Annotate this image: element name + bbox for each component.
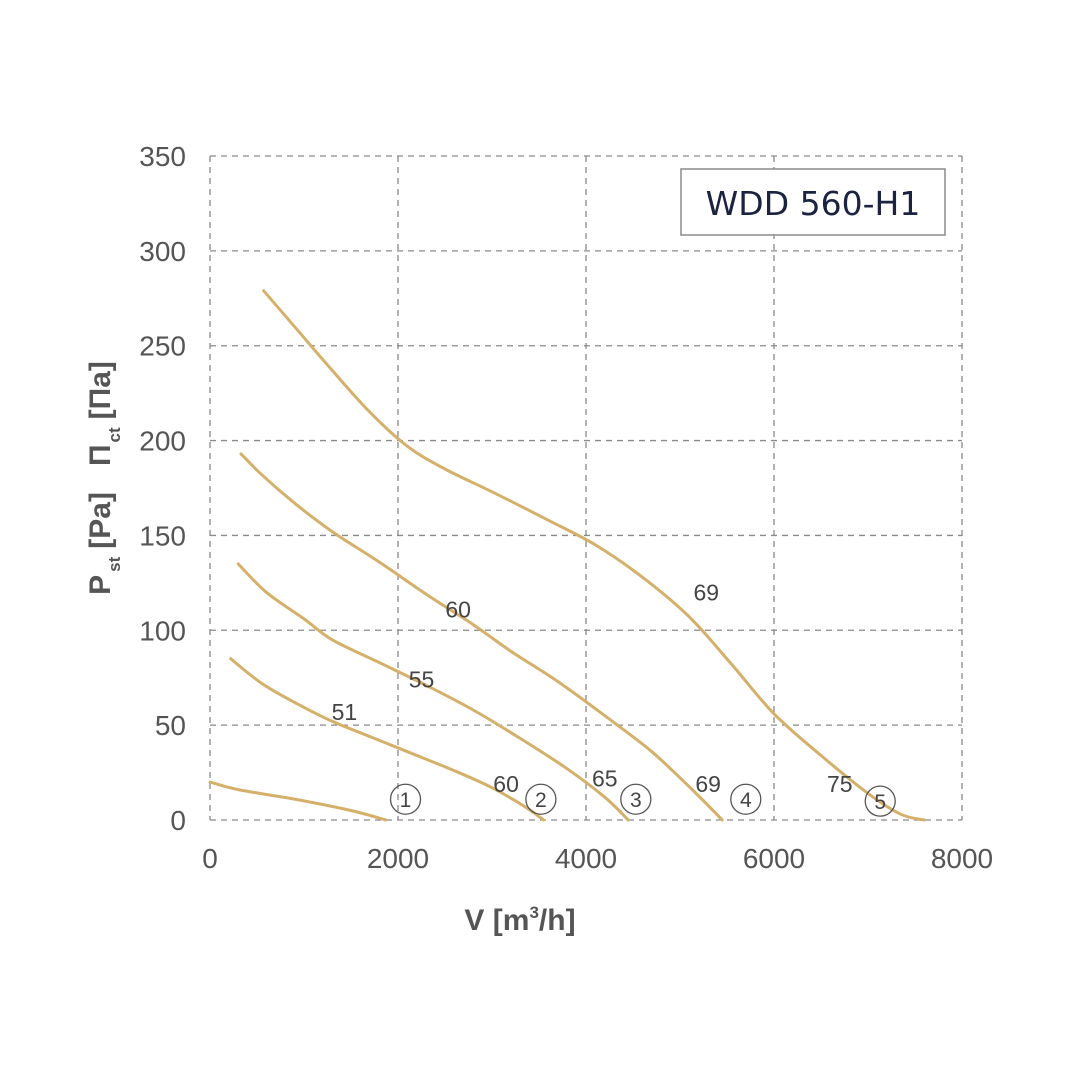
y-tick-label: 100	[139, 615, 186, 646]
title-box-frame	[680, 168, 946, 236]
chart-title-box: WDD 560-H1	[680, 168, 946, 236]
y-tick-label: 300	[139, 236, 186, 267]
marker-number: 5	[874, 791, 886, 814]
curve-label: 69	[694, 579, 720, 605]
curve-label: 65	[592, 765, 618, 791]
x-axis-title-sup: 3	[529, 903, 538, 922]
curve-labels: 51 55 60 69 60 65 69 75	[332, 579, 853, 797]
y-axis-title-pi-sub: ct	[105, 427, 124, 442]
y-tick-label: 150	[139, 520, 186, 551]
chart-title: WDD 560-H1	[706, 184, 921, 223]
curve-label: 60	[445, 596, 471, 622]
y-axis-title-p: P	[84, 575, 117, 595]
curves	[208, 289, 926, 822]
marker-number: 4	[740, 789, 752, 812]
curve-label: 55	[409, 667, 435, 693]
x-axis-title-main: V [m	[464, 904, 529, 937]
y-tick-label: 200	[139, 426, 186, 457]
curve-3	[236, 562, 630, 822]
y-axis-title-pi: П	[84, 444, 117, 466]
marker-circle	[864, 785, 896, 817]
curve-marker-4: 4	[730, 783, 762, 815]
x-tick-label: 0	[202, 843, 218, 874]
curve-markers: 1 2 3 4 5	[389, 783, 896, 817]
curve-label: 60	[493, 771, 519, 797]
x-axis-title-end: /h]	[539, 904, 576, 937]
curve-2	[229, 657, 546, 822]
marker-number: 2	[535, 789, 547, 812]
y-tick-label: 0	[170, 805, 186, 836]
x-tick-labels: 0 2000 4000 6000 8000	[202, 843, 993, 874]
x-tick-label: 4000	[555, 843, 617, 874]
y-axis-title-pi-unit: [Па]	[84, 361, 117, 419]
curve-1	[208, 780, 388, 822]
x-tick-label: 6000	[743, 843, 805, 874]
y-tick-label: 50	[155, 710, 186, 741]
y-tick-label: 350	[139, 141, 186, 172]
curve-label: 51	[332, 699, 358, 725]
y-axis-title: Pst [Pa] Пct [Па]	[84, 361, 124, 595]
marker-circle	[525, 783, 557, 815]
curve-4	[239, 452, 724, 822]
marker-circle	[730, 783, 762, 815]
marker-circle	[389, 783, 422, 815]
curve-5	[262, 289, 926, 822]
y-tick-label: 250	[139, 331, 186, 362]
x-tick-label: 2000	[367, 843, 429, 874]
marker-number: 3	[630, 789, 642, 812]
x-tick-label: 8000	[931, 843, 993, 874]
marker-circle	[620, 783, 652, 815]
curve-marker-1: 1	[389, 783, 422, 815]
y-axis-title-p-sub: st	[105, 556, 124, 571]
y-axis-title-p-unit: [Pa]	[84, 492, 117, 549]
curve-label: 69	[695, 771, 721, 797]
marker-number: 1	[400, 789, 412, 812]
curve-marker-2: 2	[525, 783, 557, 815]
curve-label: 75	[827, 771, 853, 797]
grid	[209, 155, 963, 821]
y-tick-labels: 0 50 100 150 200 250 300 350	[139, 141, 186, 836]
curve-marker-5: 5	[864, 785, 896, 817]
curve-marker-3: 3	[620, 783, 652, 815]
x-axis-title: V [m3/h]	[464, 903, 575, 937]
